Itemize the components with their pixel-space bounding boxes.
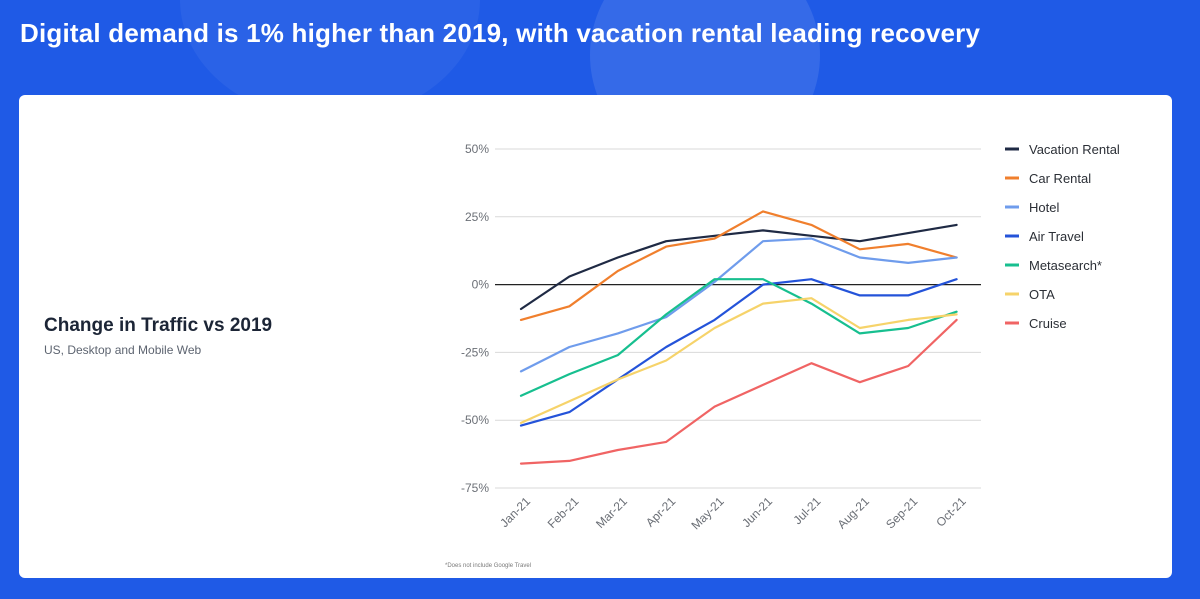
series-line (519, 297, 958, 424)
legend-label: OTA (1029, 287, 1055, 302)
x-tick-label: Mar-21 (593, 494, 630, 531)
x-tick-label: Jan-21 (497, 494, 533, 530)
legend-label: Hotel (1029, 200, 1059, 215)
footnote: *Does not include Google Travel (445, 563, 532, 569)
x-tick-label: Jun-21 (739, 494, 775, 530)
x-tick-label: Aug-21 (835, 494, 872, 531)
legend-label: Vacation Rental (1029, 142, 1120, 157)
chart-subtitle: US, Desktop and Mobile Web (44, 343, 202, 357)
chart-card: Change in Traffic vs 2019 US, Desktop an… (19, 95, 1172, 578)
chart-title: Change in Traffic vs 2019 (44, 315, 273, 336)
x-tick-label: Oct-21 (933, 494, 969, 530)
series-line (519, 318, 958, 465)
series-line (519, 223, 958, 311)
legend-label: Metasearch* (1029, 258, 1102, 273)
series-line (519, 237, 958, 373)
x-tick-label: May-21 (689, 494, 727, 532)
series-line (519, 278, 958, 427)
page-headline: Digital demand is 1% higher than 2019, w… (20, 18, 981, 48)
x-tick-label: Apr-21 (643, 494, 679, 530)
legend-label: Car Rental (1029, 171, 1091, 186)
y-tick-label: 0% (472, 278, 490, 292)
series-line (519, 278, 958, 397)
line-chart: 50% 25% 0% -25% -50% -75% Jan-21 Feb-21 Mar-21 Ap… (461, 142, 1120, 532)
y-tick-label: -25% (461, 345, 489, 359)
legend-label: Cruise (1029, 316, 1067, 331)
x-tick-label: Sep-21 (883, 494, 920, 531)
legend-label: Air Travel (1029, 229, 1084, 244)
y-tick-label: 50% (465, 142, 489, 156)
series-line (519, 210, 958, 321)
y-tick-label: -50% (461, 413, 489, 427)
y-tick-label: 25% (465, 210, 489, 224)
x-tick-label: Jul-21 (791, 494, 824, 527)
x-tick-label: Feb-21 (545, 494, 582, 531)
y-tick-label: -75% (461, 481, 489, 495)
